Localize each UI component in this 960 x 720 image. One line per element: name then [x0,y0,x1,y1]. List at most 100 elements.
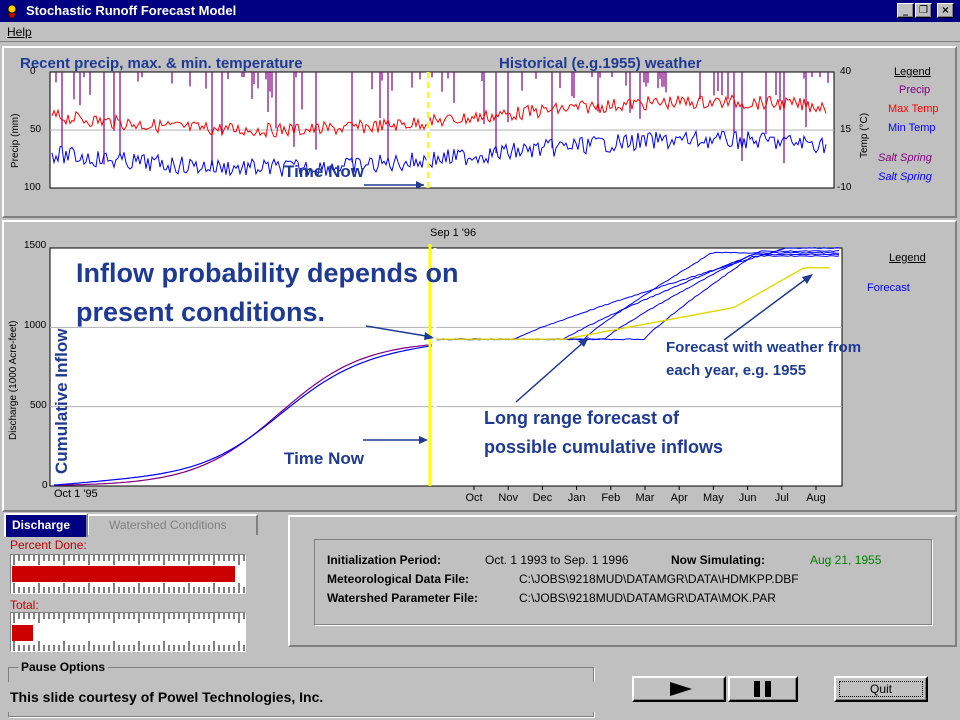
month-label-jul: Jul [775,492,789,504]
top-date-label: Sep 1 '96 [430,227,477,239]
tab-watershed-label: Watershed Conditions [109,518,227,532]
headline-line-2: present conditions. [76,297,326,327]
total-ticks [13,613,245,651]
discharge-panel: Oct Nov Dec Jan Feb Mar Apr May Jun Jul Aug Sep 1 … [2,220,957,512]
percent-done-ticks [13,555,245,593]
restore-button[interactable]: ❐ [915,3,932,18]
discharge-tick-1500: 1500 [24,240,47,251]
weather-panel: Recent precip, max. & min. temperature H… [2,46,957,218]
headline-line-1: Inflow probability depends on [76,258,459,288]
precip-axis-label: Precip (mm) [10,113,21,168]
weather-legend-title: Legend [894,66,931,78]
time-now-arrowhead [416,181,424,189]
headline-arrowhead [424,332,434,340]
month-label-jan: Jan [568,492,586,504]
precip-tick-50: 50 [30,124,42,135]
play-icon [670,682,692,696]
tab-watershed-conditions[interactable]: Watershed Conditions [88,514,258,535]
title-bar[interactable]: Stochastic Runoff Forecast Model _ ❐ × [0,0,960,22]
forecast-1955-trace [434,267,830,340]
discharge-tick-1000: 1000 [24,320,47,331]
now-simulating-value: Aug 21, 1955 [810,553,882,567]
init-period-value: Oct. 1 1993 to Sep. 1 1996 [485,553,629,567]
close-button[interactable]: × [937,3,954,18]
pause-button[interactable] [728,676,798,702]
init-period-label: Initialization Period: [327,553,442,567]
month-label-may: May [703,492,724,504]
annotation-forecast-2: each year, e.g. 1955 [666,362,807,379]
discharge-chart: Oct Nov Dec Jan Feb Mar Apr May Jun Jul Aug [49,244,843,504]
forecast-arrowhead [802,274,813,284]
month-label-nov: Nov [498,492,518,504]
total-label: Total: [10,598,39,612]
max-temp-series [51,94,827,139]
longrange-arrowhead [578,337,589,347]
annotation-forecast-1: Forecast with weather from [666,339,862,356]
weather-heading-historical: Historical (e.g.1955) weather [499,55,702,72]
menu-bar: Help [0,22,960,42]
info-box: Initialization Period: Oct. 1 1993 to Se… [314,539,932,625]
pause-icon [754,681,771,697]
month-label-dec: Dec [533,492,553,504]
percent-done-fill [12,566,235,582]
watershed-file-label: Watershed Parameter File: [327,591,478,605]
weather-time-now: Time Now [284,162,364,181]
tab-discharge[interactable]: Discharge [4,513,88,537]
discharge-tick-0: 0 [42,480,48,491]
percent-done-label: Percent Done: [10,538,87,552]
annotation-longrange-2: possible cumulative inflows [484,437,724,457]
weather-heading-recent: Recent precip, max. & min. temperature [20,55,303,72]
menu-help[interactable]: Help [7,25,32,39]
quit-focus-ring [839,681,923,697]
met-file-value: C:\JOBS\9218MUD\DATAMGR\DATA\HDMKPP.DBF [519,572,799,586]
month-label-aug: Aug [806,492,826,504]
temp-tick-minus10: -10 [837,182,852,193]
quit-button[interactable]: Quit [834,676,928,702]
time-now-arrowhead-2 [419,436,428,444]
total-fill [12,625,33,641]
month-label-feb: Feb [601,492,620,504]
month-label-oct: Oct [465,492,482,504]
temp-tick-15: 15 [840,124,852,135]
minimize-button[interactable]: _ [897,3,914,18]
weather-chart [49,71,835,189]
watershed-file-value: C:\JOBS\9218MUD\DATAMGR\DATA\MOK.PAR [519,591,776,605]
percent-done-bar [10,554,246,594]
legend-salt-spring-1: Salt Spring [878,152,932,164]
discharge-time-now: Time Now [284,449,364,468]
temp-tick-40: 40 [840,66,852,77]
temp-axis-label: Temp (°C) [859,112,870,158]
legend-min-temp: Min Temp [888,122,936,134]
cumulative-inflow-label: Cumulative Inflow [52,328,71,474]
month-label-apr: Apr [671,492,688,504]
min-temp-series [51,129,827,177]
play-button[interactable] [632,676,726,702]
legend-max-temp: Max Temp [888,103,939,115]
legend-precip: Precip [899,84,931,96]
discharge-axis-label: Discharge (1000 Acre-feet) [8,320,19,440]
total-bar [10,612,246,652]
discharge-tick-500: 500 [30,400,47,411]
quit-label: Quit [869,682,892,696]
now-simulating-label: Now Simulating: [671,553,765,567]
pause-options-title: Pause Options [18,660,109,674]
footer-credit: This slide courtesy of Powel Technologie… [10,689,324,705]
headline-arrow [365,325,433,338]
month-label-jun: Jun [739,492,757,504]
observed-inflow-b [53,345,433,486]
footer-strip: This slide courtesy of Powel Technologie… [0,682,608,712]
annotation-longrange-1: Long range forecast of [484,408,680,428]
met-file-label: Meteorological Data File: [327,572,470,586]
discharge-legend-title: Legend [889,252,926,264]
legend-salt-spring-2: Salt Spring [878,171,932,183]
longrange-arrow [515,339,587,403]
legend-forecast: Forecast [867,282,910,294]
month-label-mar: Mar [636,492,655,504]
precip-tick-100: 100 [24,182,41,193]
app-icon [7,4,17,19]
forecast-arrow [723,275,811,341]
discharge-plot-area [49,247,843,487]
x-start-label: Oct 1 '95 [54,488,98,500]
info-panel: Initialization Period: Oct. 1 1993 to Se… [288,515,957,647]
